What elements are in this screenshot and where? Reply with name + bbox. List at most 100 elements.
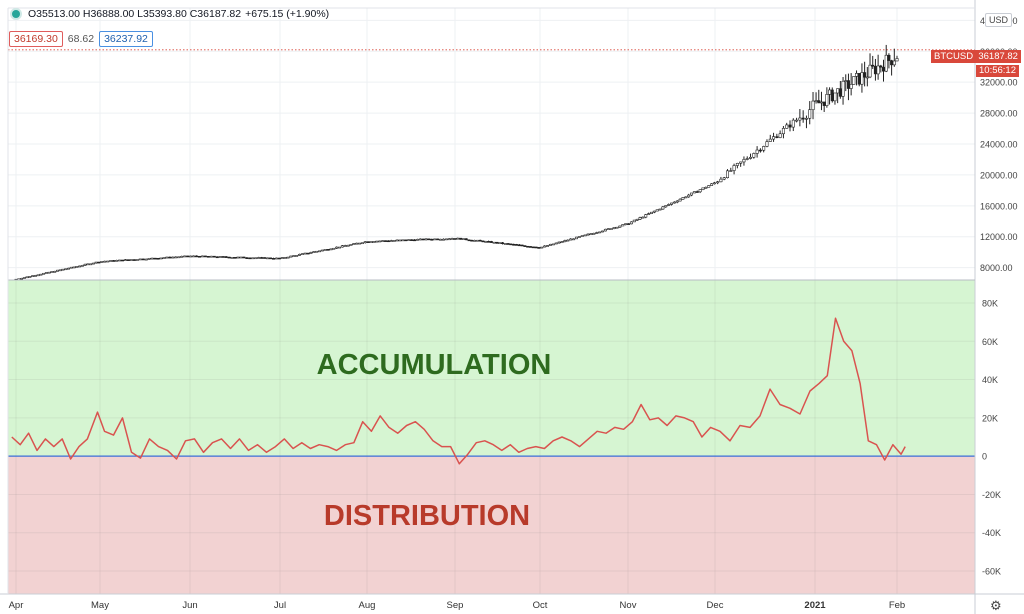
candle-body [586, 233, 590, 236]
candle-body [109, 260, 113, 262]
candle-body [495, 241, 499, 244]
candle-body [752, 153, 756, 158]
candle-body [180, 255, 184, 258]
candle-body [398, 239, 402, 242]
candle-body [528, 246, 532, 248]
candle-body [589, 233, 593, 236]
candle-body [574, 236, 578, 240]
price-tick-label: 32000.00 [980, 78, 1018, 88]
indicator-axis[interactable]: 80K 60K 40K 20K 0 -20K -40K -60K [982, 298, 1001, 576]
candle-body [664, 205, 668, 208]
time-tick-label: Dec [707, 600, 724, 611]
candle-body [768, 138, 772, 142]
candle-body [44, 272, 48, 274]
candle-body [280, 257, 284, 259]
candle-body [798, 117, 802, 121]
candle-body [492, 241, 496, 244]
price-tick-label: 16000.00 [980, 201, 1018, 211]
candle-body [129, 259, 133, 261]
candle-body [785, 124, 789, 129]
candle-body [690, 192, 694, 196]
candle-body [487, 241, 491, 243]
candle-body [817, 100, 821, 104]
candle-body [531, 246, 535, 249]
candle-body [890, 60, 894, 66]
candle-body [372, 241, 376, 243]
candle-body [346, 244, 350, 247]
candle-body [147, 257, 151, 260]
candle-body [162, 257, 166, 259]
candle-body [64, 268, 68, 271]
candle-body [526, 245, 530, 248]
candle-body [156, 257, 160, 260]
candle-body [171, 256, 175, 259]
candle-body [300, 253, 304, 255]
candle-body [459, 237, 463, 240]
candle-body [801, 117, 805, 120]
candle-body [295, 255, 299, 257]
candle-body [389, 240, 393, 242]
indicator-value-blue[interactable]: 36237.92 [99, 31, 153, 47]
candle-body [598, 231, 602, 234]
candle-body [42, 272, 46, 275]
candle-body [75, 266, 79, 268]
indicator-legend: 36169.30 68.62 36237.92 [9, 31, 153, 47]
last-price-value: 36187.82 [978, 51, 1018, 62]
indicator-value-red[interactable]: 36169.30 [9, 31, 63, 47]
candle-body [684, 196, 688, 199]
candle-body [540, 246, 544, 249]
indicator-tick-label: 40K [982, 375, 998, 385]
candle-body [94, 261, 98, 264]
candle-body [386, 240, 390, 243]
currency-button[interactable]: USD [985, 13, 1013, 27]
gear-icon[interactable]: ⚙ [990, 598, 1002, 613]
candle-body [427, 238, 431, 241]
candle-body [606, 228, 610, 230]
candle-body [192, 255, 196, 258]
candle-body [475, 239, 479, 242]
price-tick-label: 28000.00 [980, 109, 1018, 119]
candle-body [554, 242, 558, 245]
candle-body [838, 88, 842, 97]
time-tick-label: Apr [9, 600, 24, 611]
candle-body [323, 249, 327, 251]
ohlc-values: O35513.00 H36888.00 L35393.80 C36187.82 [28, 8, 242, 20]
candle-body [242, 256, 246, 259]
candle-body [203, 255, 207, 258]
candle-body [857, 73, 861, 85]
candle-body [804, 117, 808, 120]
candle-body [735, 163, 739, 166]
candle-body [230, 257, 234, 259]
candle-body [236, 256, 240, 259]
candle-body [269, 257, 273, 260]
time-tick-label: 2021 [804, 600, 826, 611]
time-axis[interactable]: Apr May Jun Jul Aug Sep Oct Nov Dec 2021 Feb [9, 600, 906, 611]
candle-body [274, 257, 278, 260]
candle-body [627, 223, 631, 225]
candle-body [392, 240, 396, 242]
last-price-tag: BTCUSD 36187.82 [931, 50, 1021, 63]
candle-body [97, 261, 101, 264]
candle-body [887, 54, 891, 61]
candle-body [266, 257, 270, 260]
time-tick-label: Aug [359, 600, 376, 611]
candle-body [309, 252, 313, 254]
candle-body [358, 242, 362, 245]
candle-body [716, 181, 720, 184]
candle-body [548, 243, 552, 246]
candle-body [722, 177, 726, 180]
candle-body [882, 66, 886, 72]
candle-body [871, 64, 875, 67]
candle-body [349, 244, 353, 246]
candle-body [868, 64, 872, 78]
symbol-status-icon[interactable] [12, 10, 20, 18]
candle-body [436, 238, 440, 241]
candle-body [732, 165, 736, 171]
candle-body [165, 256, 169, 259]
candle-body [123, 259, 127, 261]
candle-body [53, 271, 57, 273]
candle-body [227, 256, 231, 259]
candle-body [355, 242, 359, 245]
candle-body [159, 257, 163, 260]
candle-body [343, 245, 347, 247]
